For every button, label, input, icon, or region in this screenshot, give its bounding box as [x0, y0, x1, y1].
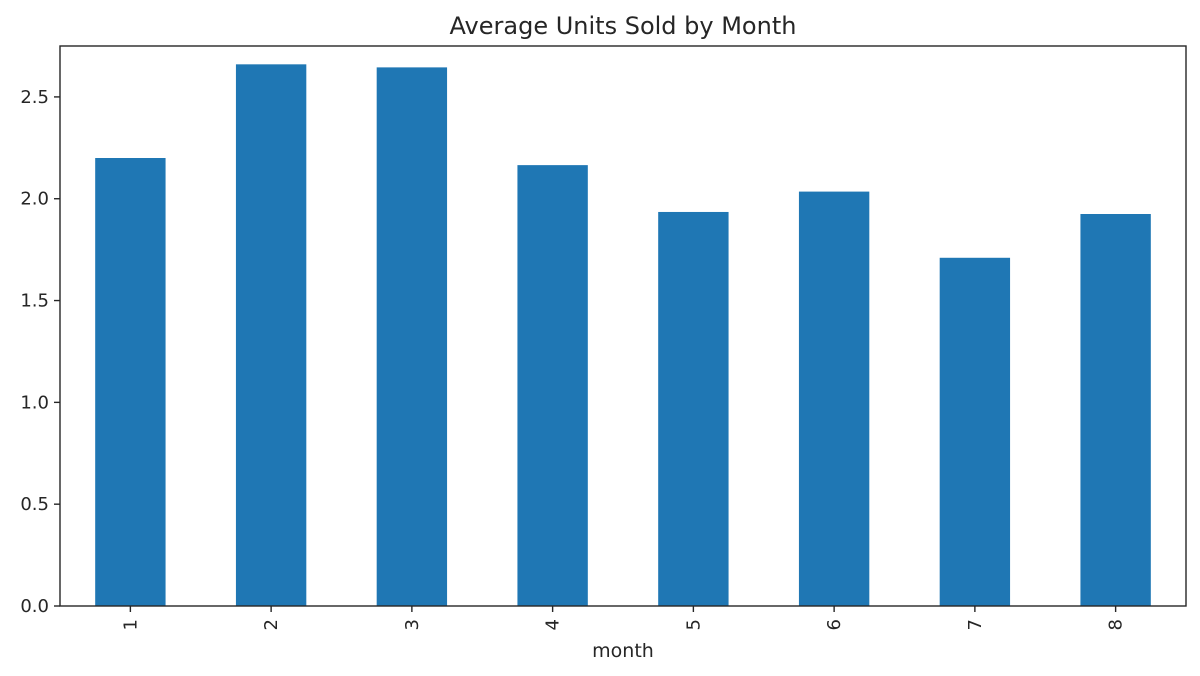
y-tick-label: 0.5 [20, 494, 49, 515]
x-tick-label: 4 [543, 619, 564, 630]
chart-title: Average Units Sold by Month [450, 12, 797, 40]
bar-month-4 [517, 165, 588, 607]
x-tick-label: 5 [683, 619, 704, 630]
bar-month-7 [939, 257, 1011, 606]
y-tick-label: 1.0 [20, 392, 49, 413]
bar-month-6 [798, 191, 870, 606]
bar-month-3 [376, 67, 448, 606]
y-axis: 0.0 0.5 1.0 1.5 2.0 2.5 [20, 87, 60, 617]
y-tick-label: 2.0 [20, 189, 49, 210]
x-axis-label: month [592, 640, 654, 662]
y-tick-label: 2.5 [20, 87, 49, 108]
x-tick-label: 8 [1106, 619, 1127, 630]
x-tick-label: 2 [261, 619, 282, 630]
x-tick-label: 7 [965, 619, 986, 630]
x-tick-label: 3 [402, 619, 423, 630]
x-tick-label: 6 [824, 619, 845, 630]
bar-month-8 [1080, 214, 1151, 606]
bars-group [95, 64, 1151, 607]
y-tick-label: 0.0 [20, 596, 49, 617]
y-tick-label: 1.5 [20, 291, 49, 312]
bar-month-2 [235, 64, 307, 606]
bar-month-1 [95, 158, 166, 606]
bar-month-5 [658, 211, 729, 607]
x-axis: 1 2 3 4 5 6 7 8 [120, 606, 1127, 630]
plot-frame [59, 45, 1187, 607]
x-tick-label: 1 [120, 619, 141, 630]
